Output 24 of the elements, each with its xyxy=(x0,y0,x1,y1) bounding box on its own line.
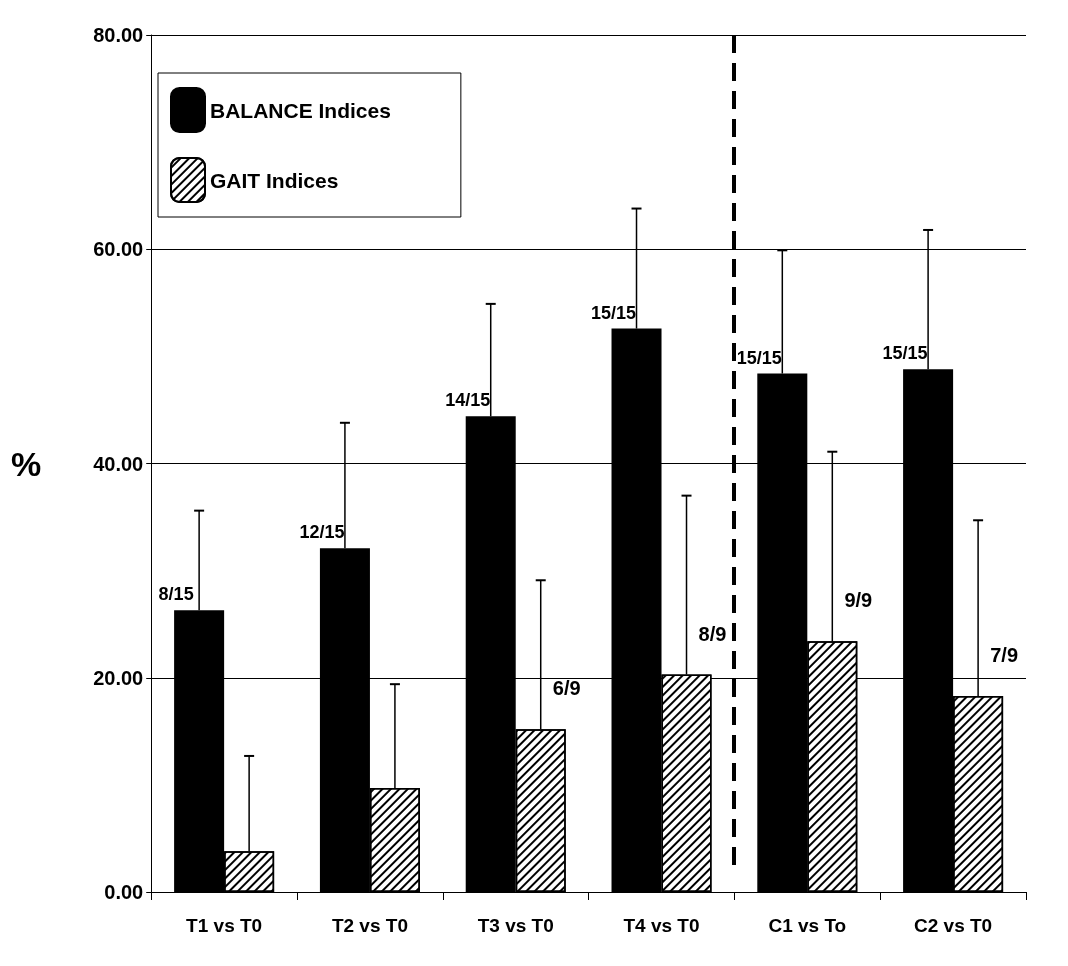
data-label: 7/9 xyxy=(990,643,1019,666)
legend-label: BALANCE Indices xyxy=(210,98,391,122)
y-tick-label: 40.00 xyxy=(93,452,144,475)
data-label: 15/15 xyxy=(590,302,637,323)
data-label: 15/15 xyxy=(882,343,928,364)
legend-label: GAIT Indices xyxy=(210,168,339,192)
y-tick-label: 0.00 xyxy=(104,881,144,903)
x-tick-label: T2 vs T0 xyxy=(331,915,408,936)
data-label: 8/15 xyxy=(158,584,194,605)
y-tick-label: 80.00 xyxy=(93,24,144,46)
data-label: 15/15 xyxy=(736,347,782,368)
x-tick-label: C2 vs T0 xyxy=(914,915,993,936)
x-tick-label: T1 vs T0 xyxy=(186,915,263,936)
y-tick-label: 60.00 xyxy=(93,238,144,261)
x-tick-label: C1 vs To xyxy=(768,915,847,936)
data-label: 8/9 xyxy=(698,622,727,645)
data-label: 14/15 xyxy=(445,390,491,411)
y-tick-label: 20.00 xyxy=(93,666,144,689)
data-label: 9/9 xyxy=(844,589,873,612)
x-tick-label: T4 vs T0 xyxy=(623,915,700,936)
data-label: 6/9 xyxy=(552,677,581,700)
y-axis-title: % xyxy=(11,444,42,483)
data-label: 12/15 xyxy=(299,522,345,543)
x-tick-label: T3 vs T0 xyxy=(477,915,554,936)
